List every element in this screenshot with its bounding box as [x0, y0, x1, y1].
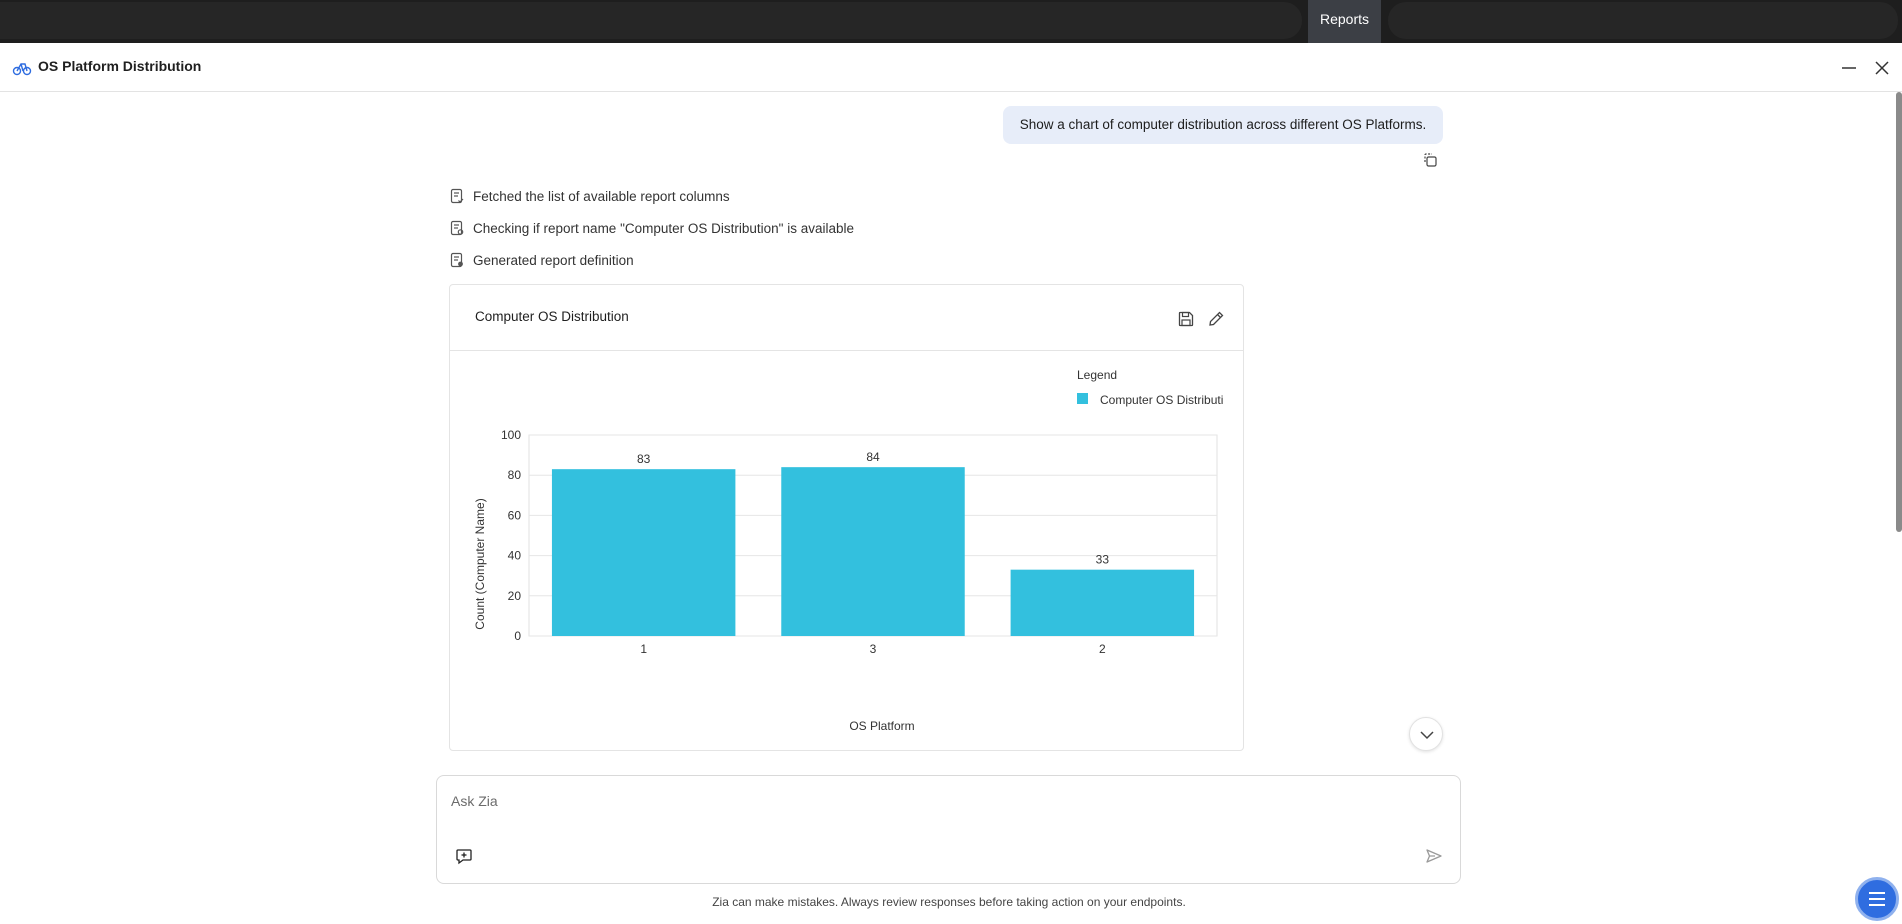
report-card-header: Computer OS Distribution: [450, 285, 1243, 351]
bar-value-label: 33: [1096, 553, 1110, 567]
step-icon: [450, 252, 463, 268]
tab-reports[interactable]: Reports: [1308, 0, 1381, 43]
y-tick-label: 20: [508, 589, 522, 603]
x-axis-label: OS Platform: [849, 719, 914, 733]
send-icon[interactable]: [1425, 847, 1443, 865]
ask-input[interactable]: [451, 790, 1441, 812]
bar-value-label: 84: [866, 450, 880, 464]
report-card: Computer OS Distribution 0 20 40 60 80 100 83…: [449, 284, 1244, 751]
step-icon: [450, 220, 464, 236]
window-title: OS Platform Distribution: [38, 58, 202, 74]
step-text: Checking if report name "Computer OS Dis…: [473, 220, 854, 236]
legend-entry[interactable]: Computer OS Distributi: [1100, 393, 1223, 407]
x-tick-label: 1: [640, 642, 647, 656]
ask-box: [436, 775, 1461, 884]
disclaimer: Zia can make mistakes. Always review res…: [712, 895, 1186, 909]
bar[interactable]: [1010, 569, 1195, 636]
menu-icon: [1869, 892, 1885, 906]
step-item: Generated report definition: [449, 250, 634, 270]
step-text: Fetched the list of available report col…: [473, 188, 730, 204]
scrollbar[interactable]: [1896, 92, 1902, 532]
y-tick-label: 40: [508, 549, 522, 563]
app-icon: [12, 63, 32, 76]
legend-swatch: [1077, 393, 1088, 404]
y-tick-label: 0: [514, 629, 521, 643]
step-text: Generated report definition: [473, 252, 634, 268]
scroll-down-button[interactable]: [1409, 717, 1443, 751]
bar-chart: 0 20 40 60 80 100 83 84 33 1 3 2 Count (Computer …: [473, 368, 1223, 733]
chevron-down-icon: [1420, 731, 1434, 740]
report-title: Computer OS Distribution: [475, 309, 629, 324]
top-bar-left-area: [0, 2, 1302, 39]
x-tick-label: 3: [870, 642, 877, 656]
legend-title: Legend: [1077, 368, 1117, 382]
bar-value-label: 83: [637, 452, 651, 466]
y-tick-label: 80: [508, 468, 522, 482]
y-tick-label: 60: [508, 508, 522, 522]
y-axis-label: Count (Computer Name): [473, 498, 487, 629]
edit-icon[interactable]: [1207, 310, 1225, 328]
close-icon[interactable]: [1871, 57, 1893, 79]
new-chat-icon[interactable]: [455, 847, 473, 865]
window-header: OS Platform Distribution: [0, 43, 1902, 92]
step-icon: [450, 188, 464, 204]
menu-button[interactable]: [1855, 877, 1899, 921]
save-icon[interactable]: [1177, 310, 1195, 328]
user-message: Show a chart of computer distribution ac…: [1003, 106, 1443, 144]
top-bar: Reports: [0, 0, 1902, 43]
bar[interactable]: [551, 469, 736, 636]
top-bar-right-area: [1388, 2, 1898, 39]
x-tick-label: 2: [1099, 642, 1106, 656]
minimize-icon[interactable]: [1838, 57, 1860, 79]
bar[interactable]: [781, 467, 965, 636]
copy-icon[interactable]: [1422, 152, 1438, 168]
step-item: Fetched the list of available report col…: [449, 186, 730, 206]
step-item: Checking if report name "Computer OS Dis…: [449, 218, 854, 238]
y-tick-label: 100: [501, 428, 521, 442]
